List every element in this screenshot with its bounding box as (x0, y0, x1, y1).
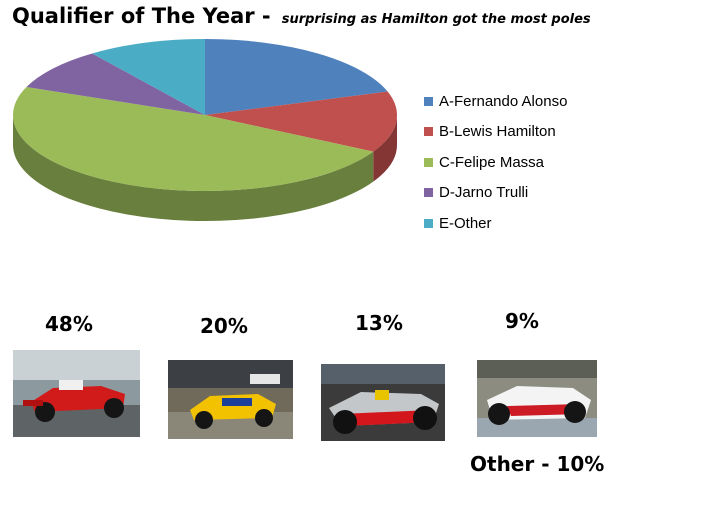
legend-swatch (424, 127, 433, 137)
percent-label-hamilton: 13% (355, 311, 403, 335)
legend-swatch (424, 188, 433, 198)
legend-item-d-jarno-trulli: D-Jarno Trulli (424, 178, 567, 209)
photo-mclaren-car (321, 364, 445, 441)
legend-item-b-lewis-hamilton: B-Lewis Hamilton (424, 117, 567, 148)
pie-chart (12, 39, 397, 221)
percent-label-trulli: 9% (505, 309, 539, 333)
pie-side-c-felipe-massa (13, 115, 374, 221)
photo-ferrari-car (13, 350, 140, 437)
photo-toyota-car (477, 360, 597, 437)
legend-label: C-Felipe Massa (439, 153, 545, 171)
photo-renault-car (168, 360, 293, 439)
percent-label-massa: 48% (45, 312, 93, 336)
chart-title: Qualifier of The Year - (12, 4, 271, 28)
title-row: Qualifier of The Year - surprising as Ha… (12, 4, 591, 28)
legend-item-a-fernando-alonso: A-Fernando Alonso (424, 86, 567, 117)
other-label: Other - 10% (470, 452, 605, 476)
pie-slice-d-jarno-trulli (26, 53, 206, 115)
legend-label: B-Lewis Hamilton (439, 123, 556, 141)
pie-slice-b-lewis-hamilton (205, 91, 397, 152)
legend-item-e-other: E-Other (424, 208, 567, 239)
pie-slice-c-felipe-massa (12, 87, 374, 192)
percent-label-alonso: 20% (200, 314, 248, 338)
legend-item-c-felipe-massa: C-Felipe Massa (424, 147, 567, 178)
pie-slice-a-fernando-alonso (205, 39, 388, 115)
legend-label: E-Other (439, 214, 492, 232)
legend-swatch (424, 157, 433, 167)
legend: A-Fernando Alonso B-Lewis Hamilton C-Felip… (424, 86, 567, 239)
pie-side-b-lewis-hamilton (373, 115, 397, 182)
legend-label: A-Fernando Alonso (439, 92, 568, 110)
legend-swatch (424, 218, 433, 228)
legend-swatch (424, 96, 433, 106)
pie-slice-e-other (92, 39, 205, 115)
legend-label: D-Jarno Trulli (439, 184, 529, 202)
chart-subtitle: surprising as Hamilton got the most pole… (281, 12, 591, 27)
